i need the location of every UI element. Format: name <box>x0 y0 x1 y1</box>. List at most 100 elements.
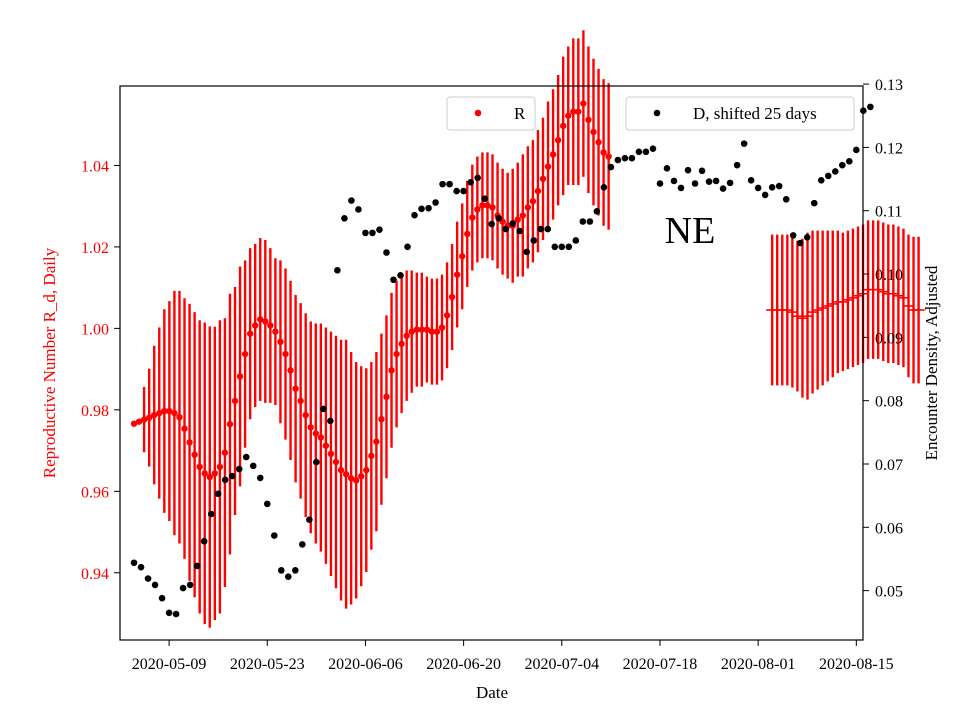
r-point <box>469 214 476 221</box>
r-point <box>236 373 244 380</box>
r-point <box>140 416 148 423</box>
d-point <box>404 243 411 251</box>
r-points <box>130 100 925 484</box>
right-y-tick-label-8: 0.13 <box>875 77 903 94</box>
r-point <box>332 458 340 466</box>
r-point <box>221 449 229 456</box>
d-point <box>362 229 369 237</box>
r-point <box>312 430 319 437</box>
r-point <box>257 316 264 323</box>
r-point <box>438 324 446 331</box>
legend-r-label: R <box>514 104 526 123</box>
r-point <box>287 367 294 374</box>
d-point <box>390 276 397 284</box>
d-point <box>831 168 839 175</box>
r-point <box>403 332 410 339</box>
d-point <box>334 266 341 274</box>
r-point <box>226 420 234 428</box>
legend-r-marker <box>474 109 482 117</box>
d-point <box>270 532 278 539</box>
r-point <box>398 340 405 348</box>
r-point <box>413 326 420 333</box>
d-point <box>397 272 404 279</box>
d-point <box>761 191 769 199</box>
legend-r: R <box>446 96 536 131</box>
d-point <box>607 163 615 171</box>
d-point <box>313 458 320 466</box>
r-point <box>292 385 299 392</box>
r-point <box>252 322 259 329</box>
r-point <box>156 409 163 417</box>
d-point <box>158 594 166 602</box>
r-point <box>484 202 491 209</box>
d-point <box>292 567 299 574</box>
d-point <box>432 199 439 206</box>
r-point <box>342 471 350 478</box>
d-point <box>151 581 159 589</box>
d-point <box>628 154 636 162</box>
legend-d-marker <box>653 109 661 117</box>
d-point <box>768 184 776 191</box>
r-point <box>474 206 481 213</box>
x-axis: 2020-05-09 2020-05-23 2020-06-06 2020-06-20… <box>132 640 894 673</box>
r-point <box>388 367 395 374</box>
r-point <box>206 473 213 481</box>
d-point <box>803 234 811 241</box>
r-point <box>231 397 239 405</box>
d-point <box>488 220 495 228</box>
right-y-tick-label-7: 0.12 <box>875 140 903 157</box>
r-point <box>307 424 314 431</box>
r-point <box>524 204 532 211</box>
r-point <box>327 450 335 458</box>
r-point <box>171 409 178 417</box>
r-point <box>443 312 451 319</box>
d-point <box>144 575 152 582</box>
r-point <box>559 122 567 130</box>
r-point <box>383 393 390 401</box>
left-y-axis-label: Reproductive Number R_d, Daily <box>40 247 59 478</box>
x-tick-label-5: 2020-07-18 <box>623 656 698 673</box>
r-point <box>130 420 138 427</box>
r-point <box>363 466 370 474</box>
left-y-axis: 0.94 0.96 0.98 1.00 1.02 1.04 <box>81 158 120 583</box>
r-point <box>565 112 572 119</box>
ne-annotation: NE <box>665 210 716 252</box>
d-point <box>719 185 727 192</box>
r-point <box>368 452 375 460</box>
d-point <box>228 472 236 480</box>
d-point <box>453 187 460 195</box>
r-point <box>241 350 249 358</box>
d-point <box>495 215 502 222</box>
d-point <box>677 184 685 192</box>
left-y-tick-label-0: 0.94 <box>81 566 109 583</box>
d-point <box>635 148 643 156</box>
r-point <box>378 416 385 423</box>
d-point <box>369 229 376 237</box>
right-y-tick-label-0: 0.05 <box>875 584 903 601</box>
d-point <box>193 562 201 570</box>
right-y-tick-label-1: 0.06 <box>875 520 903 537</box>
d-point <box>460 187 467 195</box>
legend-d-label: D, shifted 25 days <box>693 104 817 123</box>
legend-r-box <box>446 96 536 131</box>
legend-d-box <box>625 96 855 131</box>
d-point <box>425 204 432 212</box>
d-point <box>341 215 348 222</box>
r-point <box>196 463 203 471</box>
right-y-tick-label-5: 0.10 <box>875 267 903 284</box>
r-point <box>418 326 426 333</box>
right-y-tick-label-2: 0.07 <box>875 457 903 474</box>
d-point <box>551 243 559 251</box>
r-point <box>297 397 304 405</box>
d-point <box>299 541 306 548</box>
d-point <box>810 199 818 207</box>
right-y-tick-label-4: 0.09 <box>875 330 903 347</box>
d-point <box>502 225 509 233</box>
d-point <box>327 417 334 425</box>
r-point <box>186 439 193 446</box>
r-point <box>539 175 547 183</box>
d-point <box>824 172 832 180</box>
r-point <box>211 470 219 477</box>
d-point <box>838 161 846 169</box>
x-tick-label-3: 2020-06-20 <box>426 656 501 673</box>
